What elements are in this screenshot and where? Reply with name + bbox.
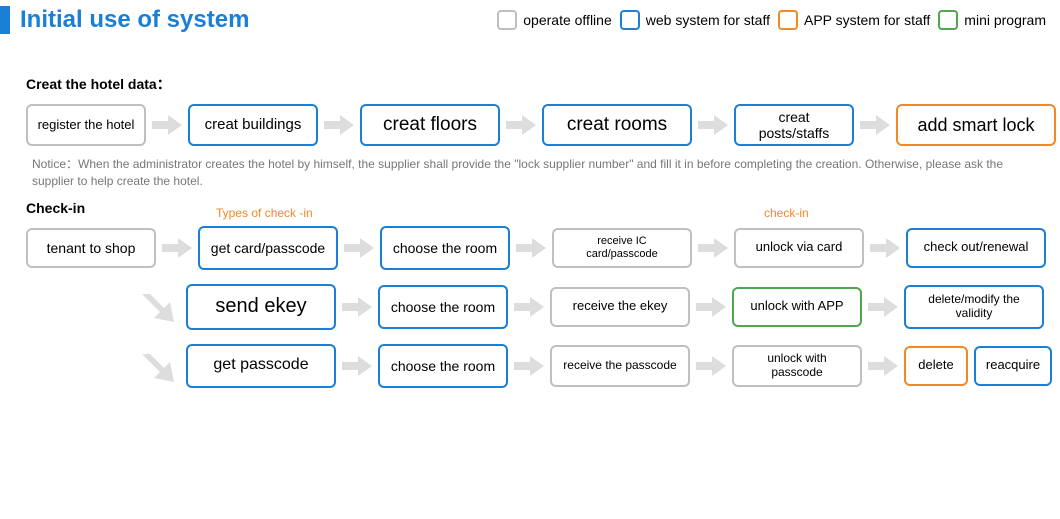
branch-arrow-icon: [140, 352, 180, 391]
arrow-right-icon: [516, 235, 546, 261]
flow-row-checkin-a: Types of check -in check-in tenant to sh…: [26, 226, 1034, 270]
arrow-right-icon: [698, 112, 728, 138]
flow-node: check out/renewal: [906, 228, 1046, 268]
legend-label: operate offline: [523, 12, 611, 28]
legend-item: APP system for staff: [778, 10, 930, 30]
legend-swatch: [620, 10, 640, 30]
arrow-right-icon: [152, 112, 182, 138]
arrow-right-icon: [698, 235, 728, 261]
flow-node: receive the ekey: [550, 287, 690, 327]
branch-arrow-icon: [140, 292, 180, 331]
notice-text: Notice：When the administrator creates th…: [32, 156, 1032, 190]
arrow-right-icon: [696, 294, 726, 320]
flow-node: receive IC card/passcode: [552, 228, 692, 268]
flow-node: choose the room: [378, 344, 508, 388]
flow-node: creat buildings: [188, 104, 318, 146]
legend-swatch: [497, 10, 517, 30]
flow-node: tenant to shop: [26, 228, 156, 268]
legend-item: mini program: [938, 10, 1046, 30]
section-title-checkin: Check-in: [26, 200, 1034, 216]
arrow-right-icon: [868, 353, 898, 379]
flow-node: unlock via card: [734, 228, 864, 268]
arrow-right-icon: [162, 235, 192, 261]
arrow-right-icon: [514, 353, 544, 379]
flow-node: reacquire: [974, 346, 1052, 386]
arrow-right-icon: [860, 112, 890, 138]
arrow-right-icon: [868, 294, 898, 320]
flow-node: choose the room: [378, 285, 508, 329]
arrow-right-icon: [514, 294, 544, 320]
legend-swatch: [778, 10, 798, 30]
legend-item: web system for staff: [620, 10, 770, 30]
flow-node: delete: [904, 346, 968, 386]
section-hotel-data: Creat the hotel data： register the hotel…: [0, 42, 1060, 392]
legend-label: APP system for staff: [804, 12, 930, 28]
flow-node: send ekey: [186, 284, 336, 330]
arrow-right-icon: [342, 353, 372, 379]
page-title: Initial use of system: [20, 6, 249, 34]
flow-node: get card/passcode: [198, 226, 338, 270]
flow-node: delete/modify the validity: [904, 285, 1044, 329]
arrow-right-icon: [344, 235, 374, 261]
header: Initial use of system operate offline web…: [0, 0, 1060, 42]
legend-swatch: [938, 10, 958, 30]
flow-node: creat floors: [360, 104, 500, 146]
flow-node: creat rooms: [542, 104, 692, 146]
node-pair: deletereacquire: [904, 346, 1052, 386]
flow-row-checkin-b: send ekey choose the room receive the ekey…: [186, 284, 1034, 330]
arrow-right-icon: [342, 294, 372, 320]
legend-label: web system for staff: [646, 12, 770, 28]
legend-label: mini program: [964, 12, 1046, 28]
arrow-right-icon: [324, 112, 354, 138]
arrow-right-icon: [870, 235, 900, 261]
flow-node: register the hotel: [26, 104, 146, 146]
arrow-right-icon: [696, 353, 726, 379]
flow-row-hotel: register the hotel creat buildings creat f…: [26, 104, 1034, 146]
section-title-hotel: Creat the hotel data：: [26, 74, 1034, 94]
flow-node: unlock with passcode: [732, 345, 862, 387]
title-accent-bar: [0, 6, 10, 34]
legend-item: operate offline: [497, 10, 611, 30]
flow-node: add smart lock: [896, 104, 1056, 146]
flow-node: unlock with APP: [732, 287, 862, 327]
flow-node: receive the passcode: [550, 345, 690, 387]
annotation-checkin: check-in: [764, 206, 809, 220]
legend: operate offline web system for staff APP s…: [497, 10, 1046, 30]
flow-node: creat posts/staffs: [734, 104, 854, 146]
flow-node: get passcode: [186, 344, 336, 388]
flow-node: choose the room: [380, 226, 510, 270]
flow-row-checkin-c: get passcode choose the room receive the p…: [186, 344, 1034, 388]
annotation-types: Types of check -in: [216, 206, 313, 220]
arrow-right-icon: [506, 112, 536, 138]
